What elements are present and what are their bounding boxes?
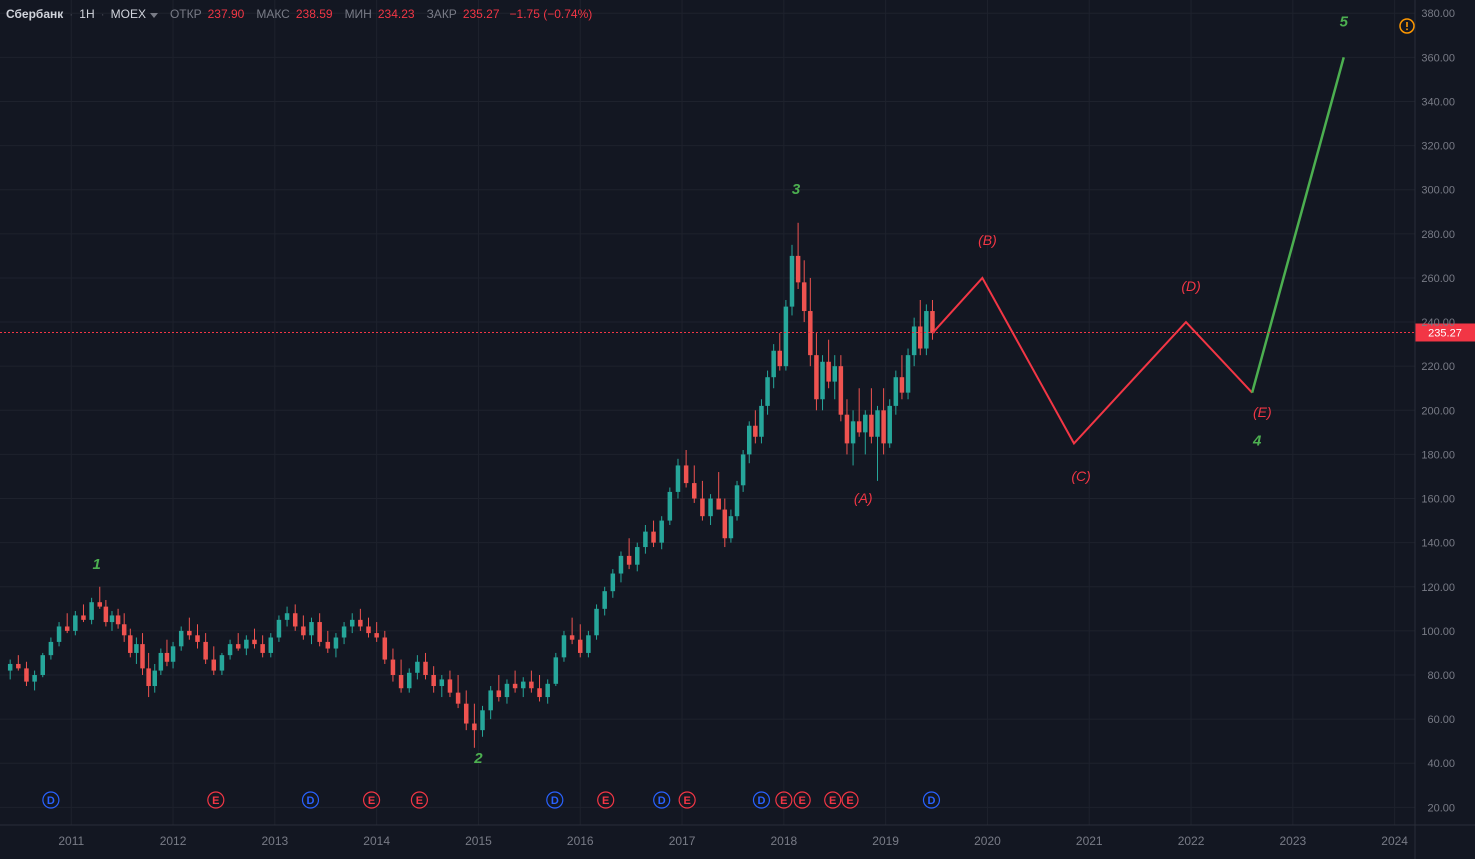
warning-icon[interactable] bbox=[1399, 18, 1415, 34]
sep: · bbox=[69, 7, 73, 21]
change-value: −1.75 (−0.74%) bbox=[510, 7, 593, 21]
svg-text:D: D bbox=[307, 795, 315, 807]
price-chart[interactable]: 12345(A)(B)(C)(D)(E) DEDEEDEDEDEEEED 235… bbox=[0, 0, 1475, 859]
symbol-name[interactable]: Сбербанк bbox=[6, 7, 63, 21]
chart-header: Сбербанк · 1Н · MOEX ОТКР 237.90 МАКС 23… bbox=[0, 0, 1475, 24]
svg-text:2022: 2022 bbox=[1178, 834, 1205, 848]
svg-text:2014: 2014 bbox=[363, 834, 390, 848]
time-axis[interactable]: 2011 2012 2013 2014 2015 2016 2017 2018 2019 2020… bbox=[58, 834, 1408, 848]
svg-text:340.00: 340.00 bbox=[1421, 96, 1455, 108]
svg-text:4: 4 bbox=[1252, 433, 1262, 450]
svg-text:2017: 2017 bbox=[669, 834, 696, 848]
svg-text:(D): (D) bbox=[1181, 278, 1200, 294]
svg-text:180.00: 180.00 bbox=[1421, 449, 1455, 461]
svg-text:2018: 2018 bbox=[770, 834, 797, 848]
svg-text:E: E bbox=[416, 795, 423, 807]
open-label: ОТКР bbox=[170, 7, 202, 21]
svg-text:D: D bbox=[757, 795, 765, 807]
svg-text:280.00: 280.00 bbox=[1421, 229, 1455, 241]
svg-text:120.00: 120.00 bbox=[1421, 582, 1455, 594]
chevron-down-icon bbox=[148, 7, 158, 21]
high-value: 238.59 bbox=[296, 7, 333, 21]
svg-text:3: 3 bbox=[792, 181, 801, 198]
svg-text:20.00: 20.00 bbox=[1427, 802, 1455, 814]
svg-text:320.00: 320.00 bbox=[1421, 141, 1455, 153]
svg-text:2012: 2012 bbox=[160, 834, 187, 848]
svg-text:E: E bbox=[780, 795, 787, 807]
svg-text:2011: 2011 bbox=[58, 834, 84, 848]
svg-text:300.00: 300.00 bbox=[1421, 185, 1455, 197]
svg-text:E: E bbox=[829, 795, 836, 807]
svg-text:40.00: 40.00 bbox=[1427, 758, 1455, 770]
svg-text:235.27: 235.27 bbox=[1428, 327, 1462, 339]
timeframe-selector[interactable]: 1Н bbox=[79, 7, 94, 21]
svg-text:E: E bbox=[602, 795, 609, 807]
svg-text:2015: 2015 bbox=[465, 834, 492, 848]
svg-text:2023: 2023 bbox=[1279, 834, 1306, 848]
svg-text:2013: 2013 bbox=[262, 834, 289, 848]
svg-text:E: E bbox=[683, 795, 690, 807]
svg-text:D: D bbox=[927, 795, 935, 807]
svg-text:(C): (C) bbox=[1071, 468, 1090, 484]
low-value: 234.23 bbox=[378, 7, 415, 21]
svg-text:E: E bbox=[799, 795, 806, 807]
sep: · bbox=[101, 7, 105, 21]
svg-text:220.00: 220.00 bbox=[1421, 361, 1455, 373]
svg-text:D: D bbox=[658, 795, 666, 807]
exchange-label: MOEX bbox=[111, 7, 146, 21]
svg-text:(B): (B) bbox=[978, 232, 997, 248]
svg-text:2019: 2019 bbox=[872, 834, 899, 848]
svg-text:(E): (E) bbox=[1253, 404, 1272, 420]
price-axis[interactable]: 20.00 40.00 60.00 80.00 100.00 120.00 140.00 16… bbox=[0, 0, 1475, 859]
svg-text:360.00: 360.00 bbox=[1421, 52, 1455, 64]
high-label: МАКС bbox=[256, 7, 290, 21]
svg-text:2021: 2021 bbox=[1076, 834, 1103, 848]
svg-text:E: E bbox=[846, 795, 853, 807]
svg-text:160.00: 160.00 bbox=[1421, 494, 1455, 506]
svg-text:2: 2 bbox=[473, 750, 483, 767]
svg-text:2016: 2016 bbox=[567, 834, 594, 848]
open-value: 237.90 bbox=[208, 7, 245, 21]
svg-text:200.00: 200.00 bbox=[1421, 405, 1455, 417]
chart-root: Сбербанк · 1Н · MOEX ОТКР 237.90 МАКС 23… bbox=[0, 0, 1475, 859]
svg-text:60.00: 60.00 bbox=[1427, 714, 1455, 726]
svg-text:E: E bbox=[368, 795, 375, 807]
svg-text:2024: 2024 bbox=[1381, 834, 1408, 848]
exchange-selector[interactable]: MOEX bbox=[111, 7, 158, 21]
svg-text:D: D bbox=[551, 795, 559, 807]
svg-text:(A): (A) bbox=[854, 490, 873, 506]
close-label: ЗАКР bbox=[427, 7, 457, 21]
low-label: МИН bbox=[345, 7, 372, 21]
svg-text:80.00: 80.00 bbox=[1427, 670, 1455, 682]
svg-text:100.00: 100.00 bbox=[1421, 626, 1455, 638]
svg-text:E: E bbox=[212, 795, 219, 807]
svg-text:240.00: 240.00 bbox=[1421, 317, 1455, 329]
svg-text:260.00: 260.00 bbox=[1421, 273, 1455, 285]
close-value: 235.27 bbox=[463, 7, 500, 21]
svg-text:1: 1 bbox=[93, 556, 101, 573]
svg-text:2020: 2020 bbox=[974, 834, 1001, 848]
svg-text:D: D bbox=[47, 795, 55, 807]
svg-text:140.00: 140.00 bbox=[1421, 538, 1455, 550]
